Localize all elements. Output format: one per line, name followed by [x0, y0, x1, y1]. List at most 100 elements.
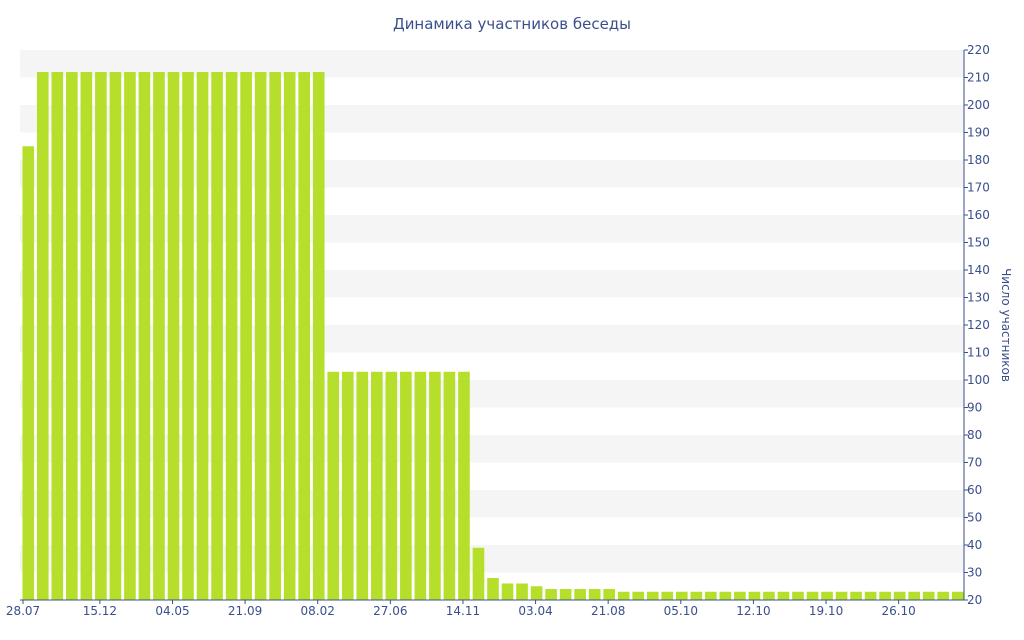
bar: [22, 146, 35, 600]
bar: [850, 591, 862, 600]
bar: [138, 72, 151, 600]
x-tick-label: 28.07: [6, 604, 40, 618]
bar: [748, 591, 761, 600]
x-axis-ticks: 28.07 15.12 04.05 21.09 08.02 27.06 14.11 03.04…: [6, 600, 916, 618]
bar: [937, 591, 950, 600]
y-tick-label: 150: [967, 236, 990, 250]
bar: [109, 72, 122, 600]
x-tick-label: 14.11: [446, 604, 480, 618]
x-tick-label: 05.10: [664, 604, 698, 618]
bar: [312, 72, 325, 600]
bar: [864, 591, 877, 600]
bar: [603, 589, 615, 600]
bar: [66, 72, 78, 600]
x-tick-label: 21.09: [228, 604, 262, 618]
bar: [36, 72, 49, 600]
bar: [675, 591, 688, 600]
bar: [298, 72, 311, 600]
bar: [806, 591, 819, 600]
x-tick-label: 04.05: [155, 604, 189, 618]
x-tick-label: 12.10: [736, 604, 770, 618]
bar: [80, 72, 93, 600]
bar: [646, 591, 659, 600]
bar: [922, 591, 935, 600]
bar: [821, 591, 833, 600]
y-tick-label: 110: [967, 346, 990, 360]
bar: [153, 72, 165, 600]
bar: [356, 371, 369, 600]
bar: [574, 589, 586, 600]
y-tick-label: 70: [967, 456, 982, 470]
bar: [777, 591, 790, 600]
y-tick-label: 100: [967, 373, 990, 387]
bar-series: [22, 72, 964, 600]
y-tick-label: 190: [967, 126, 990, 140]
bar: [443, 371, 456, 600]
bar: [661, 591, 674, 600]
y-tick-label: 60: [967, 483, 982, 497]
y-tick-label: 50: [967, 511, 982, 525]
bar: [501, 583, 514, 600]
y-tick-label: 210: [967, 71, 990, 85]
bar: [283, 72, 296, 600]
y-tick-label: 170: [967, 181, 990, 195]
bar: [705, 591, 717, 600]
bar: [908, 591, 920, 600]
chart-title: Динамика участников беседы: [393, 15, 631, 33]
y-tick-label: 30: [967, 566, 982, 580]
bar: [458, 371, 470, 600]
bar: [588, 589, 601, 600]
bar: [182, 72, 194, 600]
bar: [429, 371, 441, 600]
bar: [51, 72, 64, 600]
bar: [763, 591, 775, 600]
bar: [879, 591, 891, 600]
bar: [371, 371, 383, 600]
bar: [240, 72, 252, 600]
bar: [893, 591, 906, 600]
bar: [341, 371, 354, 600]
bar: [400, 371, 412, 600]
y-tick-label: 40: [967, 538, 982, 552]
bar: [734, 591, 746, 600]
x-tick-label: 19.10: [809, 604, 843, 618]
y-tick-label: 220: [967, 43, 990, 57]
bar: [690, 591, 703, 600]
bar: [385, 371, 398, 600]
y-tick-label: 120: [967, 318, 990, 332]
bar: [472, 547, 485, 600]
y-tick-label: 20: [967, 593, 982, 607]
bar: [559, 589, 572, 600]
bar: [487, 578, 499, 600]
bar: [414, 371, 427, 600]
bar: [632, 591, 645, 600]
y-tick-label: 130: [967, 291, 990, 305]
bar: [196, 72, 209, 600]
bar: [254, 72, 267, 600]
bar: [835, 591, 848, 600]
bar: [95, 72, 107, 600]
bar: [124, 72, 136, 600]
bar: [211, 72, 223, 600]
bar: [516, 583, 528, 600]
y-axis-ticks: 20 30 40 50 60 70 80 90 100 110 120 130 140 150 160 170…: [964, 43, 990, 607]
bar: [792, 591, 804, 600]
x-tick-label: 26.10: [881, 604, 915, 618]
y-tick-label: 200: [967, 98, 990, 112]
x-tick-label: 27.06: [373, 604, 407, 618]
bar: [530, 586, 543, 600]
y-tick-label: 140: [967, 263, 990, 277]
bar: [327, 371, 340, 600]
y-tick-label: 160: [967, 208, 990, 222]
bar: [167, 72, 180, 600]
x-tick-label: 08.02: [301, 604, 335, 618]
x-tick-label: 21.08: [591, 604, 625, 618]
bar: [225, 72, 238, 600]
x-tick-label: 03.04: [518, 604, 552, 618]
y-tick-label: 80: [967, 428, 982, 442]
y-tick-label: 90: [967, 401, 982, 415]
bar: [951, 591, 964, 600]
y-tick-label: 180: [967, 153, 990, 167]
x-tick-label: 15.12: [83, 604, 117, 618]
